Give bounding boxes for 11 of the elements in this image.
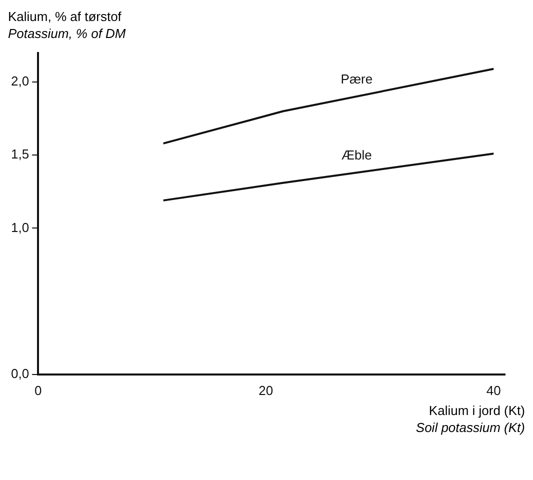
x-axis-title: Kalium i jord (Kt) Soil potassium (Kt) [414, 402, 525, 436]
x-tick-label: 40 [486, 382, 501, 398]
y-tick-label: 2,0 [10, 74, 30, 89]
x-tick-label: 0 [34, 382, 42, 398]
series-label: Pære [340, 72, 373, 87]
y-tick-label: 1,0 [10, 220, 30, 235]
y-tick-label: 0,0 [10, 366, 30, 381]
series-label: Æble [341, 148, 372, 163]
y-axis-title: Kalium, % af tørstof Potassium, % of DM [8, 8, 127, 42]
x-tick-label: 20 [258, 382, 274, 398]
y-tick-label: 1,5 [10, 146, 30, 162]
